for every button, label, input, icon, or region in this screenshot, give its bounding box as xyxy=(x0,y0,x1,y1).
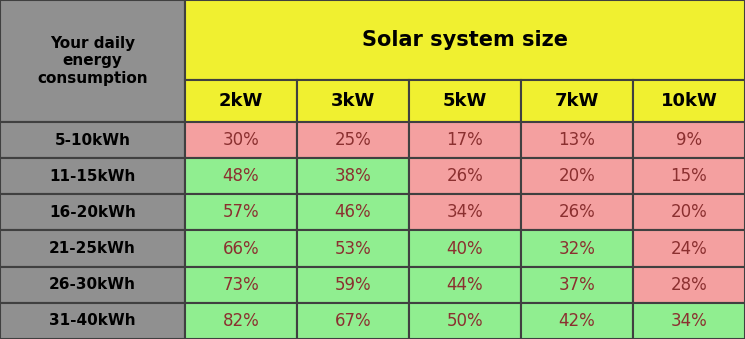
Bar xyxy=(409,194,521,231)
Text: 5-10kWh: 5-10kWh xyxy=(54,133,130,147)
Text: 11-15kWh: 11-15kWh xyxy=(49,169,136,184)
Bar xyxy=(633,231,745,267)
Bar xyxy=(185,122,297,158)
Text: 57%: 57% xyxy=(223,203,259,221)
Bar xyxy=(633,267,745,303)
Text: 31-40kWh: 31-40kWh xyxy=(49,314,136,328)
Bar xyxy=(521,267,633,303)
Bar xyxy=(0,0,185,122)
Text: 40%: 40% xyxy=(447,240,484,258)
Bar xyxy=(633,80,745,122)
Text: Your daily
energy
consumption: Your daily energy consumption xyxy=(37,36,148,86)
Text: 67%: 67% xyxy=(335,312,371,330)
Text: 37%: 37% xyxy=(559,276,595,294)
Bar xyxy=(297,303,409,339)
Bar xyxy=(185,303,297,339)
Text: 44%: 44% xyxy=(447,276,484,294)
Text: 3kW: 3kW xyxy=(331,92,375,110)
Bar xyxy=(521,303,633,339)
Text: 5kW: 5kW xyxy=(443,92,487,110)
Bar xyxy=(0,267,185,303)
Text: 34%: 34% xyxy=(670,312,707,330)
Text: 82%: 82% xyxy=(223,312,259,330)
Text: 7kW: 7kW xyxy=(555,92,599,110)
Text: 42%: 42% xyxy=(559,312,595,330)
Bar xyxy=(409,122,521,158)
Bar xyxy=(521,80,633,122)
Bar xyxy=(297,194,409,231)
Bar xyxy=(185,158,297,194)
Bar xyxy=(409,267,521,303)
Bar xyxy=(633,122,745,158)
Text: 26%: 26% xyxy=(559,203,595,221)
Text: 20%: 20% xyxy=(670,203,707,221)
Bar xyxy=(297,122,409,158)
Bar xyxy=(185,80,297,122)
Text: 66%: 66% xyxy=(223,240,259,258)
Text: 26%: 26% xyxy=(446,167,484,185)
Text: 32%: 32% xyxy=(559,240,595,258)
Text: 25%: 25% xyxy=(335,131,371,149)
Bar xyxy=(633,303,745,339)
Text: 53%: 53% xyxy=(335,240,371,258)
Text: 16-20kWh: 16-20kWh xyxy=(49,205,136,220)
Bar xyxy=(0,231,185,267)
Text: 2kW: 2kW xyxy=(219,92,263,110)
Bar xyxy=(521,194,633,231)
Bar xyxy=(297,231,409,267)
Bar xyxy=(185,194,297,231)
Text: 10kW: 10kW xyxy=(661,92,717,110)
Text: 73%: 73% xyxy=(223,276,259,294)
Text: 46%: 46% xyxy=(335,203,371,221)
Bar xyxy=(409,231,521,267)
Text: 59%: 59% xyxy=(335,276,371,294)
Bar xyxy=(521,158,633,194)
Bar xyxy=(297,158,409,194)
Bar xyxy=(409,80,521,122)
Bar xyxy=(185,231,297,267)
Bar xyxy=(0,158,185,194)
Bar xyxy=(185,267,297,303)
Text: 38%: 38% xyxy=(335,167,371,185)
Text: 48%: 48% xyxy=(223,167,259,185)
Bar xyxy=(0,303,185,339)
Text: 34%: 34% xyxy=(446,203,484,221)
Text: 13%: 13% xyxy=(559,131,595,149)
Bar xyxy=(297,267,409,303)
Bar xyxy=(521,122,633,158)
Bar xyxy=(185,0,745,80)
Text: 28%: 28% xyxy=(670,276,707,294)
Text: 15%: 15% xyxy=(670,167,707,185)
Text: 9%: 9% xyxy=(676,131,702,149)
Bar xyxy=(633,194,745,231)
Text: 21-25kWh: 21-25kWh xyxy=(49,241,136,256)
Text: 50%: 50% xyxy=(447,312,484,330)
Bar xyxy=(409,303,521,339)
Text: 26-30kWh: 26-30kWh xyxy=(49,277,136,292)
Bar xyxy=(409,158,521,194)
Bar xyxy=(0,194,185,231)
Text: 24%: 24% xyxy=(670,240,707,258)
Text: Solar system size: Solar system size xyxy=(362,30,568,50)
Text: 30%: 30% xyxy=(223,131,259,149)
Bar xyxy=(297,80,409,122)
Text: 20%: 20% xyxy=(559,167,595,185)
Bar xyxy=(633,158,745,194)
Text: 17%: 17% xyxy=(446,131,484,149)
Bar xyxy=(521,231,633,267)
Bar xyxy=(0,122,185,158)
